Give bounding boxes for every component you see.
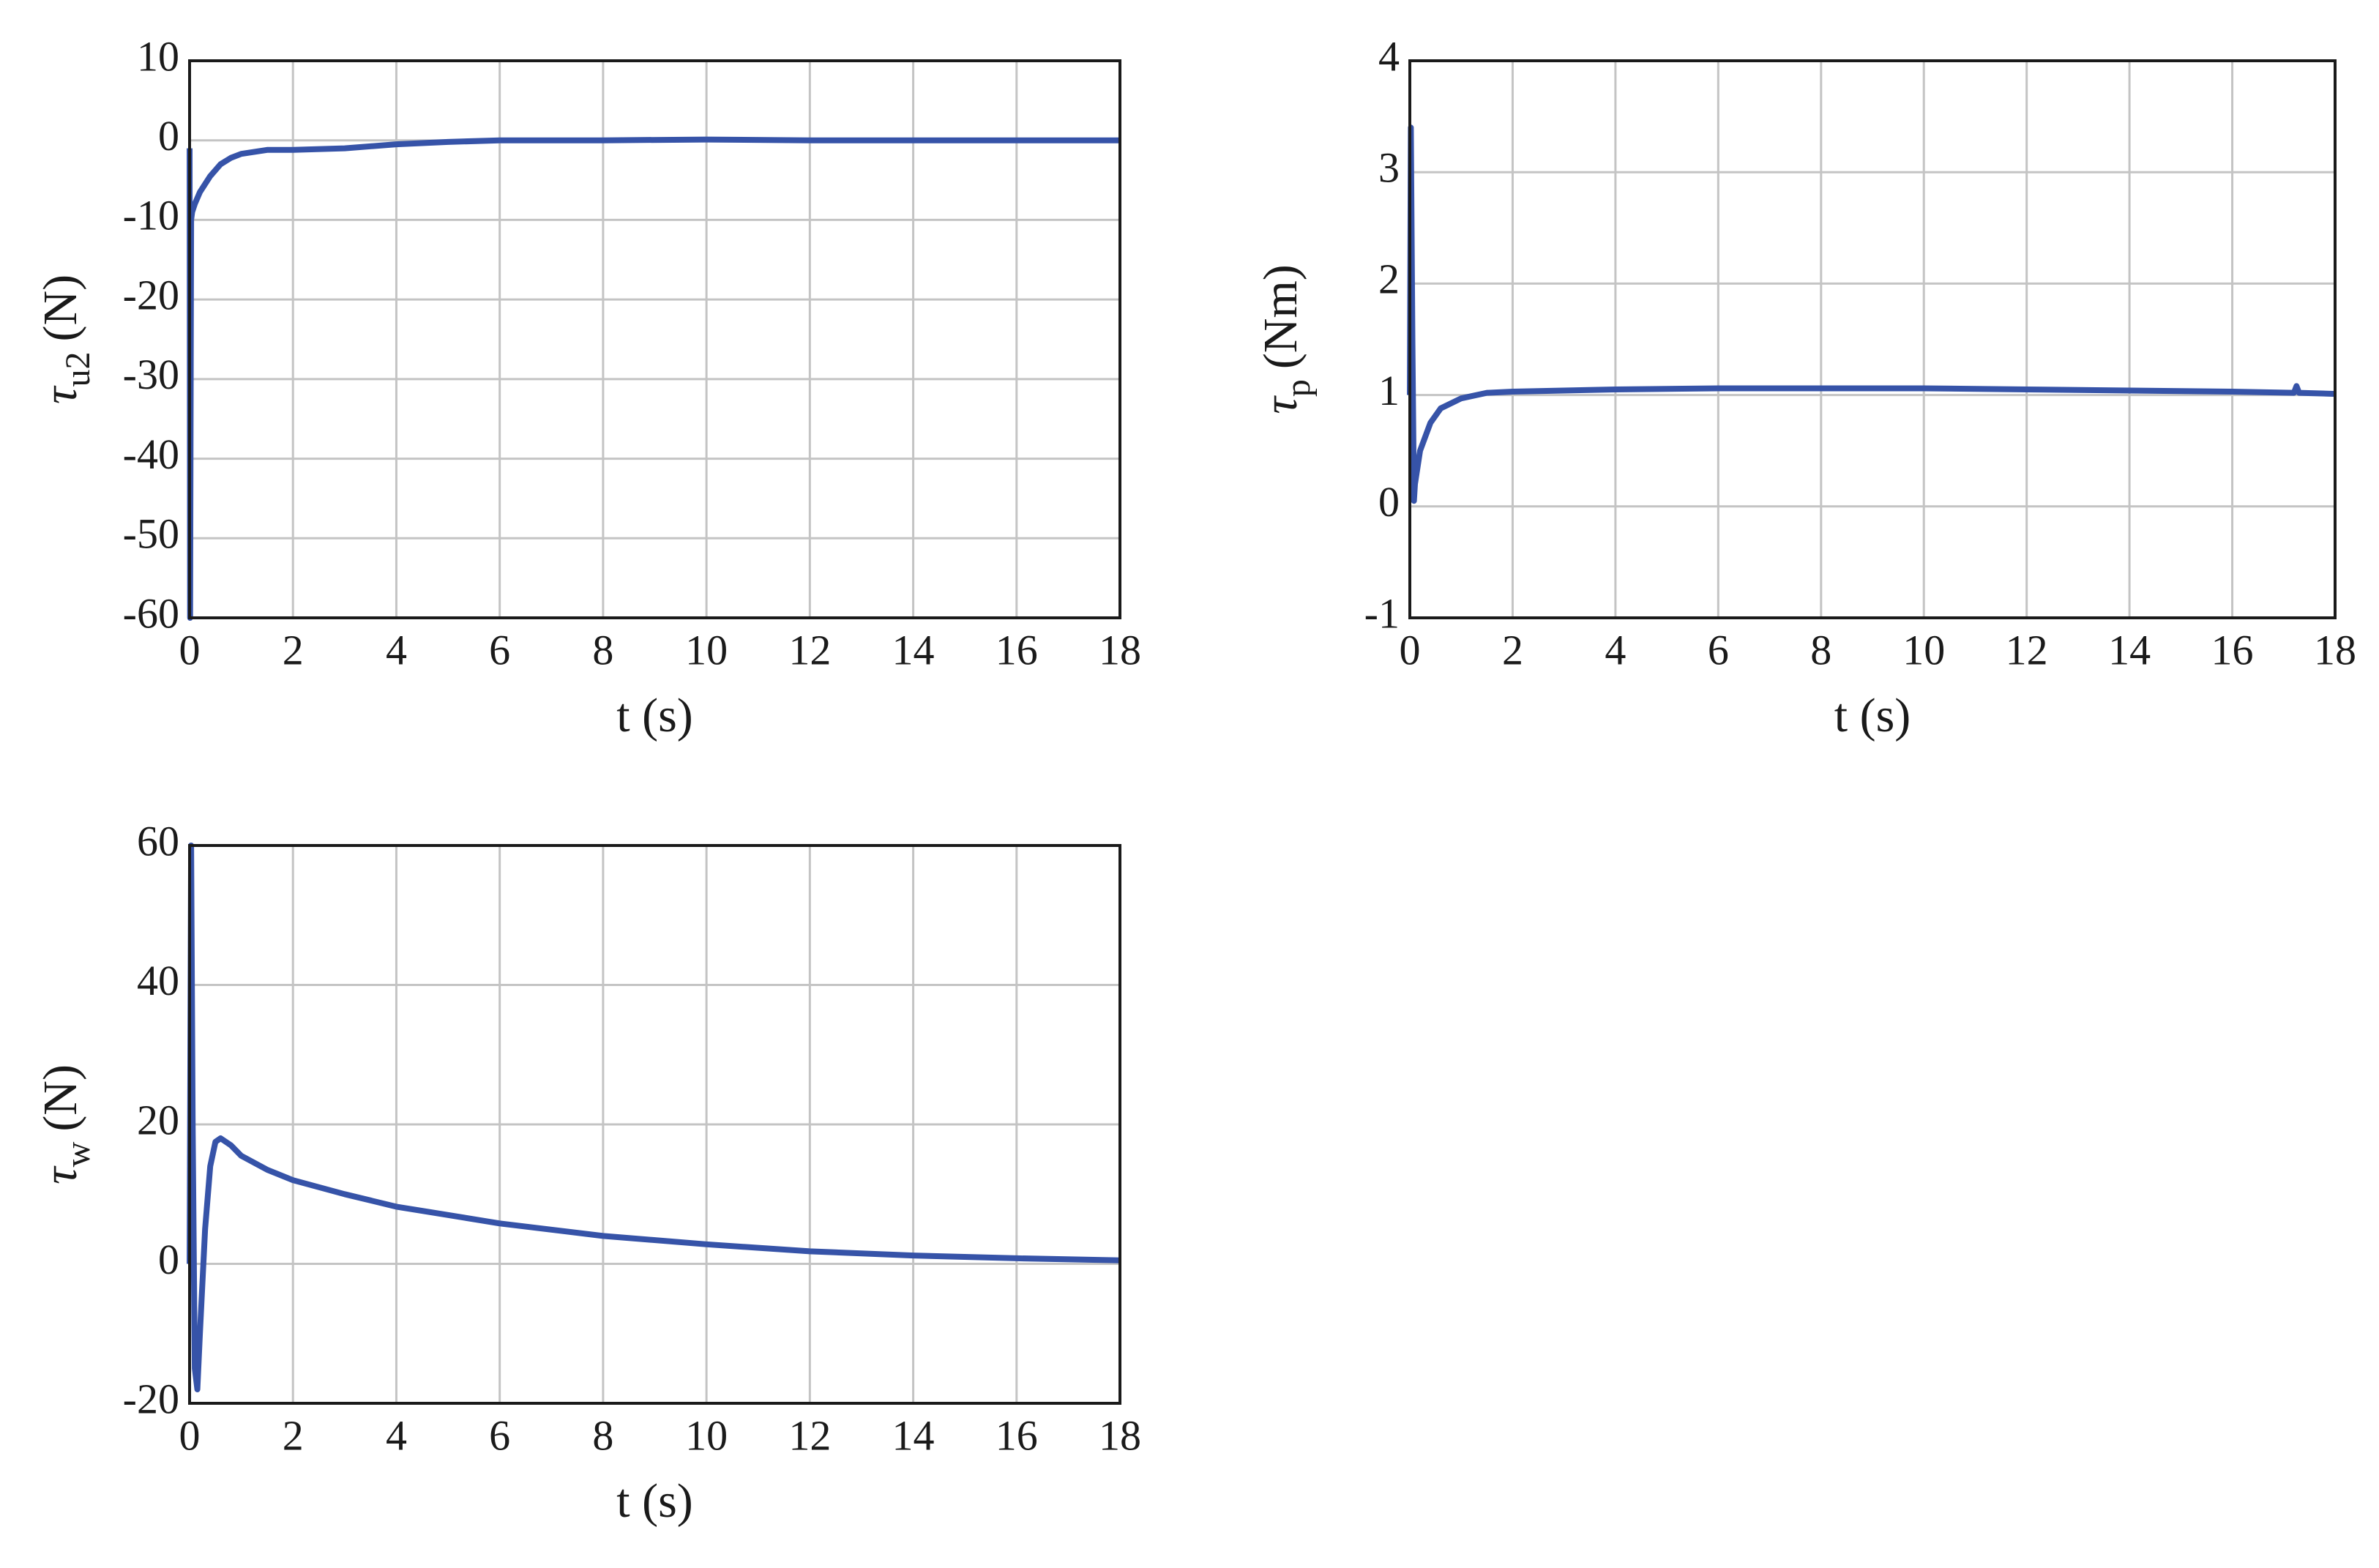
- x-tick-label: 8: [1810, 626, 1831, 673]
- x-tick-label: 10: [1902, 626, 1945, 673]
- y-tick-label: 20: [137, 1096, 179, 1143]
- data-line: [1407, 124, 2336, 504]
- y-tick-label: 0: [158, 112, 179, 160]
- data-line: [187, 136, 1120, 621]
- axes-frame: [188, 59, 1121, 619]
- x-tick-label: 12: [2006, 626, 2048, 673]
- x-tick-label: 0: [1400, 626, 1421, 673]
- y-label-subscript: u2: [59, 352, 97, 387]
- y-label-symbol: τ: [34, 385, 87, 404]
- x-tick-label: 12: [788, 626, 831, 673]
- y-axis-label: τw (N): [34, 1064, 97, 1184]
- y-label-unit: (N): [34, 1064, 87, 1132]
- x-tick-label: 8: [592, 1411, 613, 1459]
- axes-frame: [188, 844, 1121, 1405]
- plot-area: [190, 61, 1120, 618]
- y-tick-label: 0: [1378, 478, 1400, 526]
- y-label-symbol: τ: [1254, 395, 1307, 414]
- x-tick-label: 6: [489, 1411, 510, 1459]
- x-tick-label: 18: [1099, 626, 1141, 673]
- y-tick-label: -50: [123, 510, 179, 558]
- plot-area: [1410, 61, 2335, 618]
- y-tick-label: 4: [1378, 32, 1400, 80]
- x-tick-label: 14: [892, 626, 935, 673]
- y-tick-label: 40: [137, 957, 179, 1004]
- y-axis-label: τu2 (N): [34, 275, 97, 404]
- x-tick-label: 10: [685, 626, 728, 673]
- x-tick-label: 0: [179, 626, 201, 673]
- y-label-symbol: τ: [34, 1165, 87, 1184]
- axes-frame: [1408, 59, 2337, 619]
- x-axis-label: t (s): [616, 689, 692, 742]
- x-tick-label: 2: [283, 1411, 304, 1459]
- x-tick-label: 4: [1605, 626, 1626, 673]
- x-axis-label: t (s): [1834, 689, 1911, 742]
- x-tick-label: 16: [2211, 626, 2254, 673]
- y-tick-label: -20: [123, 1375, 179, 1422]
- x-tick-label: 16: [996, 1411, 1038, 1459]
- subplot: 0 2 4 6 8 10 12 14 16 18 -60 -50 -40 -30 -20 -10 0 10 t (s…: [34, 32, 1141, 742]
- y-tick-label: -20: [123, 271, 179, 318]
- y-tick-label: 1: [1378, 367, 1400, 414]
- y-tick-label: -10: [123, 192, 179, 239]
- y-label-unit: (N): [34, 275, 87, 342]
- x-tick-label: 2: [1502, 626, 1523, 673]
- y-tick-label: 3: [1378, 144, 1400, 192]
- x-tick-label: 18: [2314, 626, 2356, 673]
- x-tick-label: 14: [892, 1411, 935, 1459]
- y-tick-label: 0: [158, 1236, 179, 1283]
- y-tick-label: -60: [123, 589, 179, 637]
- x-tick-label: 0: [179, 1411, 201, 1459]
- y-label-unit: (Nm): [1254, 264, 1307, 369]
- x-tick-label: 14: [2108, 626, 2151, 673]
- x-axis-label: t (s): [616, 1474, 692, 1528]
- y-tick-label: -40: [123, 430, 179, 478]
- y-tick-label: 10: [137, 32, 179, 80]
- x-tick-label: 4: [386, 626, 407, 673]
- y-tick-label: 60: [137, 817, 179, 865]
- y-tick-label: -1: [1364, 589, 1400, 637]
- y-axis-label: τp (Nm): [1254, 264, 1318, 414]
- x-tick-label: 6: [1708, 626, 1729, 673]
- x-tick-label: 2: [283, 626, 304, 673]
- x-tick-label: 12: [788, 1411, 831, 1459]
- x-tick-label: 4: [386, 1411, 407, 1459]
- y-tick-label: -30: [123, 351, 179, 398]
- x-tick-label: 18: [1099, 1411, 1141, 1459]
- data-line: [187, 843, 1121, 1392]
- y-label-subscript: p: [1279, 379, 1318, 397]
- x-tick-label: 8: [592, 626, 613, 673]
- y-label-subscript: w: [59, 1141, 97, 1167]
- x-tick-label: 16: [996, 626, 1038, 673]
- y-tick-label: 2: [1378, 255, 1400, 303]
- x-tick-label: 10: [685, 1411, 728, 1459]
- x-tick-label: 6: [489, 626, 510, 673]
